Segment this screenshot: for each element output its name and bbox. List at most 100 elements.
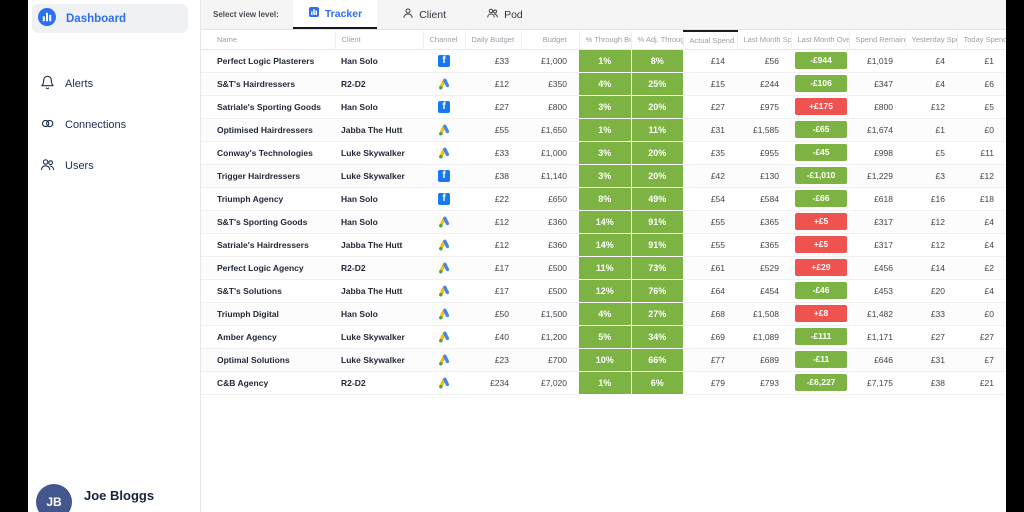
- cell-last-month-over: +£8: [791, 302, 849, 326]
- google-ads-icon: [438, 124, 449, 136]
- cell-yesterday-spend: £12: [905, 95, 957, 119]
- sidebar-item-label: Connections: [65, 119, 127, 131]
- cell-pct-adj-through: 8%: [630, 49, 683, 73]
- cell-yesterday-spend: £33: [905, 302, 957, 326]
- cell-name: Triumph Digital: [201, 302, 335, 326]
- cell-actual-spend: £64: [683, 279, 737, 303]
- table-row[interactable]: Trigger Hairdressers Luke Skywalker £38 …: [201, 164, 1006, 188]
- col-header-pct-through-budget[interactable]: % Through Budg: [578, 31, 631, 50]
- col-header-last-month-over[interactable]: Last Month Over: [790, 31, 849, 50]
- table-row[interactable]: Satriale's Sporting Goods Han Solo £27 £…: [201, 95, 1006, 119]
- cell-last-month-spend: £955: [737, 141, 791, 165]
- tab-pod[interactable]: Pod: [471, 0, 538, 29]
- cell-client: R2-D2: [335, 256, 423, 280]
- sidebar-item-dashboard[interactable]: Dashboard: [32, 4, 188, 33]
- sidebar-item-alerts[interactable]: Alerts: [34, 71, 194, 97]
- col-header-name[interactable]: Name: [201, 31, 335, 50]
- cell-pct-adj-through: 11%: [630, 118, 683, 142]
- col-header-yesterday-spend[interactable]: Yesterday Spenc: [904, 31, 957, 50]
- cell-last-month-spend: £1,585: [737, 118, 791, 142]
- overspend-badge: -£65: [795, 120, 847, 139]
- cell-daily-budget: £33: [465, 49, 521, 73]
- cell-last-month-spend: £584: [737, 187, 791, 211]
- sidebar-nav: Alerts Connections: [28, 71, 200, 179]
- cell-pct-adj-through: 91%: [630, 233, 683, 257]
- cell-last-month-over: -£45: [791, 141, 849, 165]
- col-header-daily-budget[interactable]: Daily Budget: [464, 31, 521, 50]
- cell-last-month-spend: £454: [737, 279, 791, 303]
- table-row[interactable]: Conway's Technologies Luke Skywalker £33…: [201, 141, 1006, 165]
- table-row[interactable]: Perfect Logic Plasterers Han Solo £33 £1…: [201, 49, 1006, 73]
- cell-actual-spend: £14: [683, 49, 737, 73]
- cell-budget: £1,140: [521, 164, 579, 188]
- cell-client: Jabba The Hutt: [335, 233, 423, 257]
- col-header-budget[interactable]: Budget: [520, 31, 579, 50]
- cell-name: Satriale's Hairdressers: [201, 233, 335, 257]
- table-row[interactable]: C&B Agency R2-D2 £234 £7,020 1% 6% £79 £…: [201, 371, 1006, 395]
- cell-actual-spend: £68: [683, 302, 737, 326]
- cell-name: Optimal Solutions: [201, 348, 335, 372]
- cell-daily-budget: £38: [465, 164, 521, 188]
- cell-channel: [423, 348, 465, 372]
- main-content: Select view level: Tracker: [201, 0, 1006, 512]
- col-header-spend-remaining[interactable]: Spend Remainin: [848, 31, 905, 50]
- table-row[interactable]: Optimal Solutions Luke Skywalker £23 £70…: [201, 348, 1006, 372]
- cell-daily-budget: £17: [465, 256, 521, 280]
- tab-tracker[interactable]: Tracker: [292, 0, 378, 29]
- table-row[interactable]: S&T's Sporting Goods Han Solo £12 £360 1…: [201, 210, 1006, 234]
- dashboard-chart-icon: [38, 8, 56, 29]
- cell-client: Luke Skywalker: [335, 141, 423, 165]
- cell-pct-through-budget: 10%: [579, 348, 631, 372]
- cell-budget: £500: [521, 256, 579, 280]
- table-row[interactable]: S&T's Solutions Jabba The Hutt £17 £500 …: [201, 279, 1006, 303]
- sidebar-item-users[interactable]: Users: [34, 153, 194, 179]
- cell-name: Conway's Technologies: [201, 141, 335, 165]
- table-row[interactable]: Satriale's Hairdressers Jabba The Hutt £…: [201, 233, 1006, 257]
- cell-name: Perfect Logic Agency: [201, 256, 335, 280]
- table-row[interactable]: Triumph Agency Han Solo £22 £650 8% 49% …: [201, 187, 1006, 211]
- sidebar-item-connections[interactable]: Connections: [34, 112, 194, 138]
- overspend-badge: -£1,010: [795, 166, 847, 185]
- user-profile[interactable]: JB Joe Bloggs: [36, 484, 154, 512]
- cell-last-month-over: -£11: [791, 348, 849, 372]
- tab-client[interactable]: Client: [387, 0, 461, 29]
- table-body: Perfect Logic Plasterers Han Solo £33 £1…: [201, 49, 1006, 395]
- col-header-today-spend[interactable]: Today Spend: [956, 31, 1006, 50]
- cell-today-spend: £12: [957, 164, 1006, 188]
- cell-spend-remaining: £317: [849, 233, 905, 257]
- cell-budget: £360: [521, 233, 579, 257]
- table-row[interactable]: Amber Agency Luke Skywalker £40 £1,200 5…: [201, 325, 1006, 349]
- google-ads-icon: [438, 239, 449, 251]
- col-header-actual-spend[interactable]: Actual Spend: [682, 30, 737, 50]
- cell-last-month-spend: £975: [737, 95, 791, 119]
- cell-channel: [423, 118, 465, 142]
- col-header-last-month-spend[interactable]: Last Month Spen: [736, 31, 791, 50]
- cell-today-spend: £1: [957, 49, 1006, 73]
- cell-client: R2-D2: [335, 72, 423, 96]
- table-row[interactable]: Optimised Hairdressers Jabba The Hutt £5…: [201, 118, 1006, 142]
- cell-last-month-spend: £130: [737, 164, 791, 188]
- cell-actual-spend: £61: [683, 256, 737, 280]
- overspend-badge: +£5: [795, 235, 847, 254]
- cell-pct-through-budget: 14%: [579, 210, 631, 234]
- col-header-channel[interactable]: Channel: [422, 31, 465, 50]
- cell-daily-budget: £12: [465, 72, 521, 96]
- google-ads-icon: [438, 354, 449, 366]
- cell-name: S&T's Hairdressers: [201, 72, 335, 96]
- cell-yesterday-spend: £5: [905, 141, 957, 165]
- cell-today-spend: £27: [957, 325, 1006, 349]
- cell-yesterday-spend: £16: [905, 187, 957, 211]
- sidebar-item-label: Dashboard: [66, 12, 127, 25]
- table-row[interactable]: Triumph Digital Han Solo £50 £1,500 4% 2…: [201, 302, 1006, 326]
- cell-actual-spend: £15: [683, 72, 737, 96]
- google-ads-icon: [438, 216, 449, 228]
- cell-spend-remaining: £1,674: [849, 118, 905, 142]
- cell-daily-budget: £50: [465, 302, 521, 326]
- cell-name: Amber Agency: [201, 325, 335, 349]
- cell-spend-remaining: £1,482: [849, 302, 905, 326]
- col-header-client[interactable]: Client: [334, 31, 423, 50]
- table-row[interactable]: Perfect Logic Agency R2-D2 £17 £500 11% …: [201, 256, 1006, 280]
- col-header-pct-adj-through[interactable]: % Adj. Through I: [630, 31, 683, 50]
- table-row[interactable]: S&T's Hairdressers R2-D2 £12 £350 4% 25%…: [201, 72, 1006, 96]
